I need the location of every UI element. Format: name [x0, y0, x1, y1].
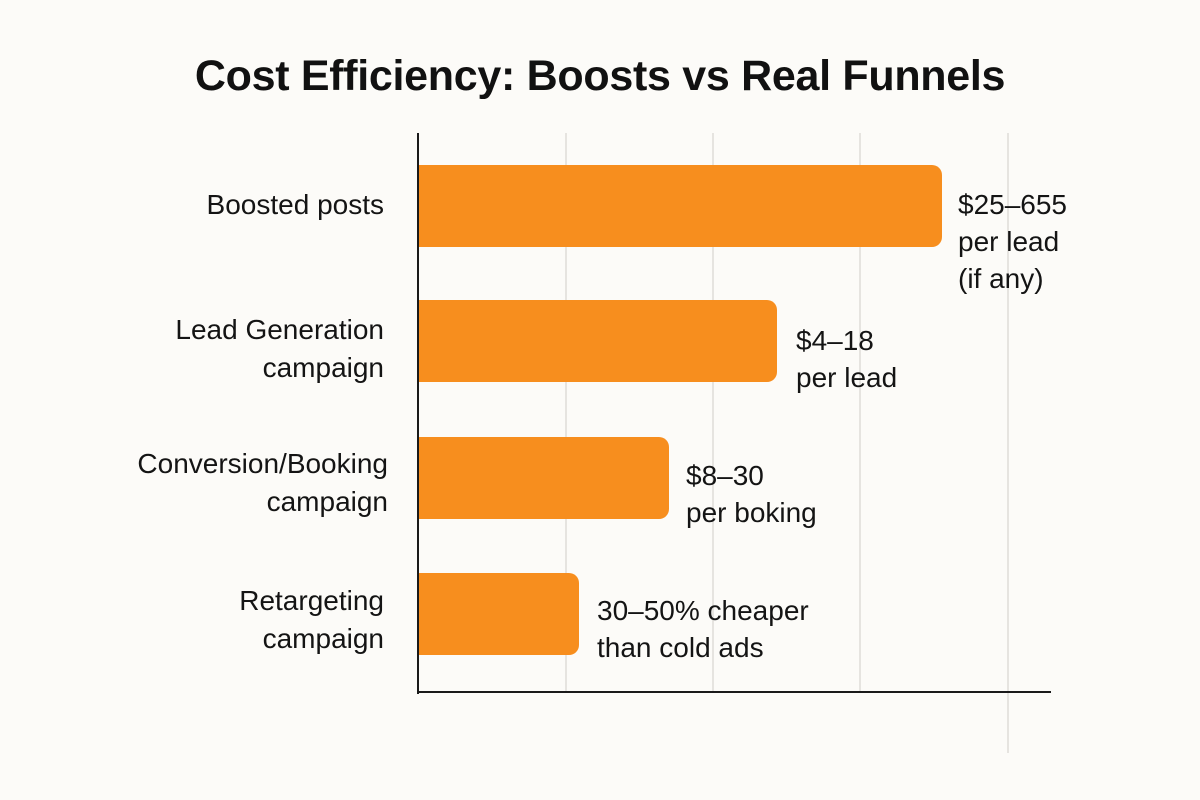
bar-boosted-posts	[419, 165, 942, 247]
category-label-line: Boosted posts	[206, 189, 384, 220]
gridline	[565, 133, 567, 693]
value-label-retargeting: 30–50% cheaper than cold ads	[597, 592, 809, 666]
category-label-line: Lead Generation	[175, 314, 384, 345]
category-label-line: campaign	[262, 623, 384, 654]
value-label-line: (if any)	[958, 263, 1044, 294]
chart-title: Cost Efficiency: Boosts vs Real Funnels	[194, 52, 1006, 100]
category-label-line: campaign	[262, 352, 384, 383]
x-axis-line	[417, 691, 1051, 693]
bar-conversion-booking	[419, 437, 669, 519]
category-label-line: campaign	[266, 486, 388, 517]
gridline	[712, 133, 714, 693]
value-label-line: per boking	[686, 497, 817, 528]
value-label-line: per lead	[958, 226, 1060, 257]
category-label-conversion-booking: Conversion/Booking campaign	[137, 445, 388, 521]
category-label-boosted-posts: Boosted posts	[207, 186, 384, 224]
value-label-line: $4–18	[796, 325, 874, 356]
value-label-boosted-posts: $25–655 per lead (if any)	[958, 186, 1067, 297]
category-label-lead-generation: Lead Generation campaign	[175, 311, 384, 387]
value-label-line: $8–30	[686, 460, 764, 491]
value-label-line: 30–50% cheaper	[597, 595, 809, 626]
value-label-line: than cold ads	[597, 632, 764, 663]
y-axis-line	[417, 133, 419, 694]
value-label-line: per lead	[796, 362, 898, 393]
bar-lead-generation	[419, 300, 777, 382]
category-label-line: Conversion/Booking	[137, 448, 388, 479]
gridline	[1007, 133, 1009, 753]
value-label-line: $25–655	[958, 189, 1068, 220]
value-label-lead-generation: $4–18 per lead	[796, 322, 897, 396]
value-label-conversion-booking: $8–30 per boking	[686, 457, 817, 531]
gridline	[859, 133, 861, 693]
category-label-line: Retargeting	[239, 585, 384, 616]
category-label-retargeting: Retargeting campaign	[239, 582, 384, 658]
bar-retargeting	[419, 573, 579, 655]
